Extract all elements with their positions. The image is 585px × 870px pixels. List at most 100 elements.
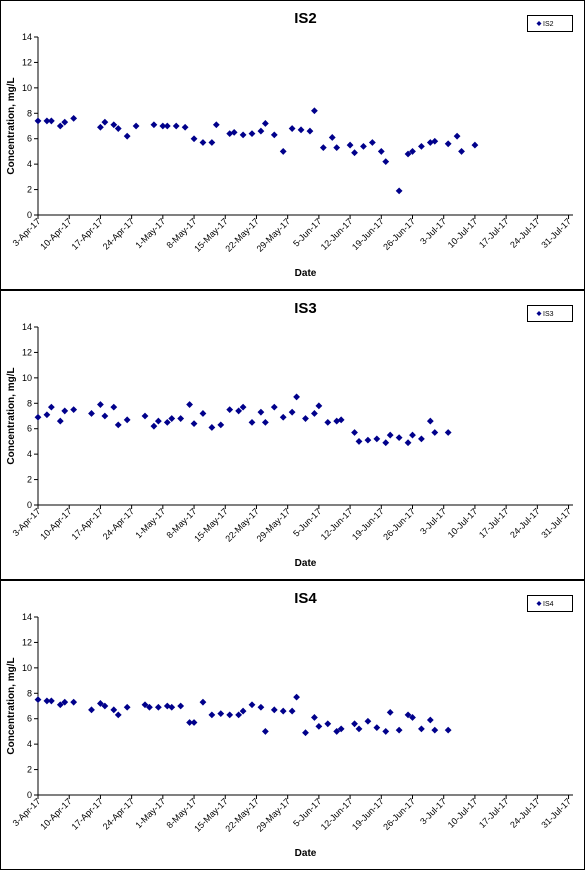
data-point [154, 417, 162, 425]
data-point [395, 187, 403, 195]
data-point [56, 701, 64, 709]
legend-marker [536, 311, 542, 316]
data-point [404, 439, 412, 447]
legend: IS4 [527, 595, 573, 612]
data-point [453, 132, 461, 140]
data-point [88, 410, 95, 417]
y-tick-label: 14 [22, 612, 32, 622]
data-point [114, 421, 122, 429]
data-point [101, 702, 109, 710]
data-point [123, 132, 131, 140]
data-point [150, 422, 158, 430]
data-point [377, 148, 385, 155]
data-point [409, 431, 416, 439]
data-point [319, 144, 327, 152]
data-point [61, 407, 69, 415]
data-point [382, 158, 390, 165]
data-point [382, 439, 390, 447]
y-tick-label: 4 [27, 449, 32, 459]
data-point [270, 706, 278, 714]
data-point [159, 122, 167, 130]
data-point [333, 144, 341, 152]
y-tick-label: 12 [22, 57, 32, 67]
data-point [355, 725, 363, 733]
data-point [404, 150, 412, 158]
data-point [190, 420, 198, 428]
data-point [270, 131, 278, 139]
data-point [208, 139, 216, 146]
data-point [248, 701, 256, 709]
y-axis-label: Concentration, mg/L [6, 367, 17, 464]
data-point [418, 142, 425, 150]
data-point [288, 707, 296, 715]
data-point [302, 729, 309, 737]
data-point [181, 123, 189, 131]
data-point [114, 125, 122, 132]
data-point [315, 402, 323, 410]
data-point [337, 416, 345, 424]
series-is4 [34, 693, 452, 737]
data-point [61, 698, 69, 706]
data-point [279, 707, 287, 715]
data-point [302, 415, 309, 422]
y-tick-label: 6 [27, 134, 32, 144]
data-point [426, 417, 434, 425]
data-point [226, 406, 234, 414]
data-point [364, 717, 372, 725]
data-point [226, 130, 234, 138]
data-point [386, 431, 394, 439]
data-point [288, 125, 296, 132]
data-point [382, 728, 390, 735]
y-tick-label: 14 [22, 32, 32, 42]
data-point [364, 436, 372, 444]
data-point [168, 415, 176, 422]
y-tick-label: 8 [27, 108, 32, 118]
y-tick-label: 14 [22, 322, 32, 332]
series-is3 [34, 393, 452, 447]
y-tick-label: 6 [27, 714, 32, 724]
chart-panel-is4: IS4024681012143-Apr-1710-Apr-1717-Apr-17… [0, 580, 585, 870]
data-point [337, 725, 345, 733]
data-point [34, 413, 42, 421]
data-point [168, 703, 176, 711]
chart-title: IS2 [294, 10, 317, 27]
legend: IS2 [527, 15, 573, 32]
data-point [431, 726, 439, 734]
data-point [97, 700, 104, 707]
data-point [279, 413, 287, 421]
data-point [404, 711, 412, 719]
data-point [257, 408, 265, 416]
legend-box [527, 305, 573, 322]
data-point [458, 148, 465, 155]
data-point [328, 134, 336, 141]
data-point [186, 401, 193, 408]
y-tick-label: 12 [22, 637, 32, 647]
data-point [110, 121, 118, 129]
x-axis-label: Date [295, 558, 317, 569]
data-point [208, 424, 216, 431]
data-point [172, 122, 180, 130]
y-tick-label: 10 [22, 83, 32, 93]
chart-frame [0, 290, 585, 580]
data-point [177, 415, 185, 422]
data-point [70, 406, 78, 414]
data-point [239, 707, 247, 715]
data-point [34, 117, 42, 125]
chart-panel-is2: IS2024681012143-Apr-1710-Apr-1717-Apr-17… [0, 0, 585, 290]
data-point [351, 429, 358, 436]
data-point [418, 435, 425, 443]
data-point [141, 701, 149, 709]
data-point [293, 393, 300, 401]
data-point [261, 120, 269, 127]
data-point [97, 401, 104, 408]
legend-label: IS3 [543, 311, 554, 318]
data-point [293, 693, 300, 701]
data-point [199, 410, 207, 417]
data-point [324, 720, 332, 728]
data-point [444, 726, 452, 734]
data-point [257, 127, 265, 135]
data-point [88, 706, 95, 714]
data-point [56, 417, 64, 425]
data-point [355, 438, 363, 445]
data-point [43, 697, 51, 705]
